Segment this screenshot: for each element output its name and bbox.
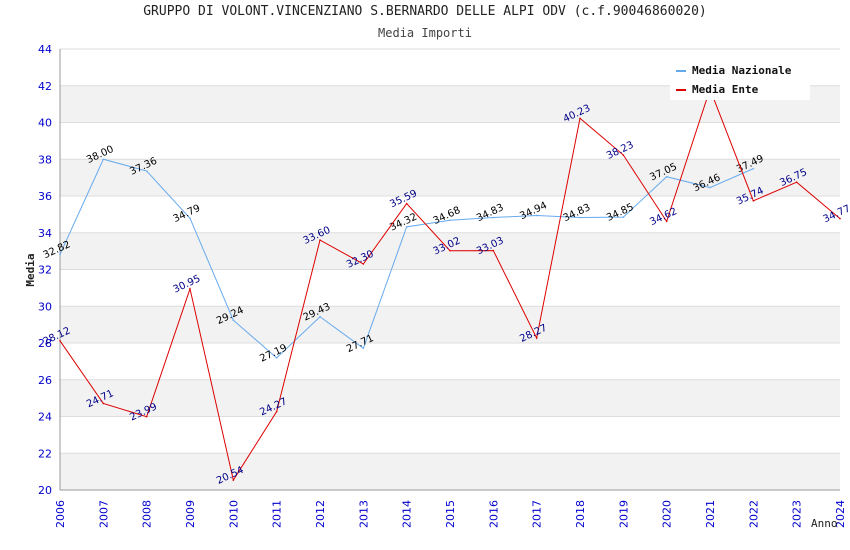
y-tick-label: 44: [38, 43, 52, 56]
data-point: [839, 217, 841, 220]
data-point: [232, 319, 235, 322]
x-tick-label: 2009: [184, 500, 197, 528]
data-point: [449, 249, 451, 252]
legend-label-nazionale: Media Nazionale: [692, 64, 792, 77]
grid-band: [60, 453, 840, 490]
legend-item-nazionale: Media Nazionale: [676, 64, 791, 78]
x-tick-label: 2007: [97, 500, 110, 528]
data-point: [232, 479, 235, 481]
data-point: [665, 175, 668, 178]
grid-band: [60, 122, 840, 160]
x-tick-label: 2020: [661, 500, 674, 528]
data-point: [622, 216, 625, 218]
data-point: [189, 217, 191, 220]
data-point: [579, 216, 581, 219]
y-tick-label: 34: [38, 227, 52, 240]
y-tick-label: 26: [38, 374, 52, 387]
chart-subtitle: Media Importi: [378, 26, 472, 40]
data-point: [362, 347, 365, 350]
x-tick-label: 2015: [444, 500, 457, 528]
y-tick-label: 22: [38, 447, 52, 460]
y-tick-label: 40: [38, 117, 52, 130]
data-point: [275, 357, 278, 359]
grid-band: [60, 306, 840, 343]
data-point: [709, 186, 711, 189]
y-tick-label: 36: [38, 190, 52, 203]
x-tick-label: 2023: [791, 500, 804, 528]
x-axis-label: Anno: [811, 517, 838, 530]
chart-title: GRUPPO DI VOLONT.VINCENZIANO S.BERNARDO …: [143, 4, 707, 19]
data-point: [145, 415, 148, 418]
data-point: [275, 410, 278, 413]
x-tick-label: 2018: [574, 500, 587, 528]
grid-band: [60, 343, 840, 380]
legend: Media Nazionale Media Ente: [670, 60, 810, 100]
data-point: [102, 402, 105, 405]
y-axis-label: Media: [24, 253, 37, 286]
x-tick-label: 2008: [141, 500, 154, 528]
data-point: [145, 170, 148, 172]
data-point: [665, 220, 668, 223]
data-point: [102, 158, 105, 161]
data-point: [449, 219, 451, 222]
data-point: [319, 315, 321, 318]
data-point: [362, 263, 365, 265]
legend-label-ente: Media Ente: [692, 83, 759, 96]
grid-band: [60, 379, 840, 417]
x-tick-label: 2021: [704, 500, 717, 528]
y-tick-label: 42: [38, 80, 52, 93]
y-tick-label: 38: [38, 153, 52, 166]
x-tick-label: 2022: [747, 500, 760, 528]
data-point: [492, 249, 495, 252]
x-tick-label: 2006: [54, 500, 67, 528]
legend-item-ente: Media Ente: [676, 83, 758, 97]
x-tick-label: 2019: [617, 500, 630, 528]
data-point: [59, 253, 61, 256]
data-point: [405, 226, 408, 228]
y-tick-label: 30: [38, 300, 52, 313]
y-tick-label: 32: [38, 264, 52, 277]
data-point: [492, 216, 495, 219]
x-tick-label: 2010: [227, 500, 240, 528]
grid-band: [60, 416, 840, 454]
data-point: [535, 337, 538, 339]
data-point: [189, 287, 191, 290]
data-point: [752, 199, 755, 202]
x-tick-label: 2012: [314, 500, 327, 528]
data-point: [622, 154, 625, 156]
data-point: [59, 339, 61, 342]
x-tick-label: 2013: [357, 500, 370, 528]
x-tick-label: 2014: [401, 500, 414, 528]
data-point: [579, 117, 581, 120]
data-point: [535, 214, 538, 217]
legend-swatch-ente: [676, 89, 686, 91]
x-tick-label: 2017: [531, 500, 544, 528]
grid-band: [60, 159, 840, 196]
x-tick-label: 2016: [487, 500, 500, 528]
data-point: [405, 202, 408, 205]
y-tick-label: 28: [38, 337, 52, 350]
data-point: [752, 167, 755, 170]
data-point: [319, 239, 321, 241]
grid-band: [60, 196, 840, 233]
y-tick-label: 20: [38, 484, 52, 497]
x-tick-label: 2011: [271, 500, 284, 528]
x-tick-label: 2024: [834, 500, 847, 528]
data-point: [795, 181, 798, 184]
y-tick-label: 24: [38, 411, 52, 424]
legend-swatch-nazionale: [676, 70, 686, 72]
